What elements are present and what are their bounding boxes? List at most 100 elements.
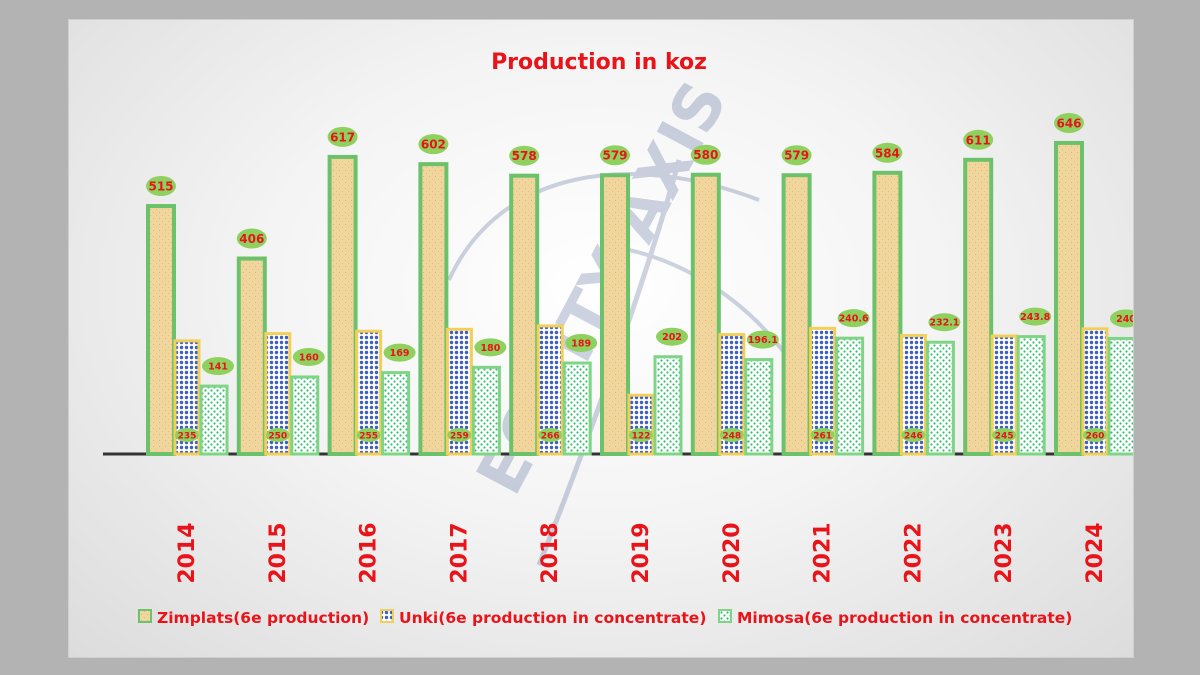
bar-mimosa-2021 [835, 336, 865, 456]
production-bar-chart: Production in koz EQUITY AXIS 515 235 141 4… [103, 50, 1133, 627]
data-label-mimosa-2014: 141 [208, 362, 228, 373]
label-bubble-unki-2015 [265, 428, 290, 442]
bar-zimplats-2014 [146, 204, 176, 456]
data-label-mimosa-2019: 202 [662, 332, 682, 343]
data-label-zimplats-2020: 580 [693, 148, 718, 162]
data-label-zimplats-2023: 611 [966, 133, 991, 147]
x-tick-label-2022: 2022 [901, 522, 926, 583]
data-label-mimosa-2021: 240.6 [839, 314, 869, 325]
x-tick-label-2023: 2023 [992, 522, 1017, 583]
bar-mimosa-2022 [925, 340, 955, 456]
x-tick-label-2018: 2018 [538, 522, 563, 583]
legend-swatch-zimplats [138, 609, 152, 623]
label-bubble-unki-2019 [629, 428, 653, 442]
legend-label-unki: Unki(6e production in concentrate) [399, 609, 706, 627]
data-label-mimosa-2017: 180 [480, 343, 500, 354]
data-label-zimplats-2021: 579 [784, 149, 809, 163]
legend-swatch-mimosa [718, 609, 732, 623]
data-label-zimplats-2018: 578 [512, 149, 537, 163]
data-label-unki-2014: 235 [178, 432, 197, 442]
data-label-mimosa-2023: 243.8 [1020, 312, 1050, 323]
data-label-unki-2018: 266 [541, 432, 560, 442]
data-label-unki-2022: 246 [904, 432, 923, 442]
label-bubble-zimplats-2014 [146, 176, 176, 197]
label-bubble-mimosa-2016 [383, 343, 416, 362]
label-bubble-mimosa-2021 [837, 309, 870, 328]
chart-card: Production in koz EQUITY AXIS 515 235 141 4… [68, 19, 1134, 658]
data-label-zimplats-2017: 602 [421, 138, 446, 152]
label-bubble-unki-2018 [538, 428, 563, 442]
label-bubble-mimosa-2023 [1019, 307, 1052, 326]
label-bubble-zimplats-2023 [963, 129, 994, 150]
label-bubble-zimplats-2022 [872, 142, 903, 163]
label-bubble-unki-2020 [719, 428, 744, 442]
watermark-logo: EQUITY AXIS [447, 70, 831, 566]
bar-mimosa-2024 [1107, 336, 1133, 456]
bar-zimplats-2016 [327, 154, 358, 457]
bar-mimosa-2017 [471, 365, 501, 456]
bar-zimplats-2023 [963, 157, 994, 456]
x-tick-label-2017: 2017 [447, 522, 472, 583]
legend-label-zimplats: Zimplats(6e production) [157, 609, 369, 627]
bar-mimosa-2014 [199, 384, 229, 456]
label-bubble-zimplats-2020 [690, 144, 721, 165]
data-label-mimosa-2022: 232.1 [929, 318, 959, 329]
legend: Zimplats(6e production) Unki(6e producti… [138, 609, 1072, 627]
label-bubble-mimosa-2018 [565, 333, 598, 352]
bar-mimosa-2023 [1016, 335, 1046, 456]
chart-title: Production in koz [491, 50, 707, 75]
data-label-zimplats-2014: 515 [148, 180, 173, 194]
bar-zimplats-2021 [781, 173, 812, 457]
data-label-mimosa-2018: 189 [571, 338, 591, 349]
data-label-unki-2021: 261 [813, 432, 832, 442]
data-label-unki-2020: 248 [722, 432, 741, 442]
label-bubble-zimplats-2018 [509, 145, 540, 166]
label-bubble-unki-2016 [356, 428, 381, 442]
bar-mimosa-2015 [290, 375, 320, 456]
data-label-mimosa-2020: 196.1 [748, 335, 778, 346]
data-label-unki-2019: 122 [632, 432, 651, 442]
label-bubble-unki-2021 [810, 428, 835, 442]
bar-unki-2019 [627, 393, 655, 456]
label-bubble-mimosa-2019 [656, 327, 688, 346]
data-label-zimplats-2015: 406 [239, 232, 264, 246]
label-bubble-zimplats-2024 [1054, 112, 1084, 133]
bar-mimosa-2019 [653, 355, 683, 456]
label-bubble-zimplats-2015 [236, 228, 267, 249]
bar-zimplats-2015 [236, 256, 267, 456]
data-label-zimplats-2022: 584 [875, 146, 900, 160]
x-tick-label-2016: 2016 [357, 522, 382, 583]
label-bubble-mimosa-2015 [292, 347, 325, 366]
bar-zimplats-2020 [690, 172, 721, 456]
bar-mimosa-2018 [562, 361, 592, 456]
bar-zimplats-2017 [418, 162, 449, 456]
label-bubble-zimplats-2017 [418, 134, 449, 155]
label-bubble-mimosa-2024 [1110, 309, 1133, 328]
data-label-mimosa-2024: 240 [1116, 314, 1133, 325]
bar-zimplats-2024 [1054, 140, 1084, 457]
data-label-zimplats-2019: 579 [602, 149, 627, 163]
label-bubble-zimplats-2021 [781, 145, 812, 166]
bar-mimosa-2016 [381, 371, 411, 456]
data-label-zimplats-2024: 646 [1056, 116, 1081, 130]
bar-mimosa-2020 [744, 358, 774, 456]
bar-zimplats-2019 [600, 173, 630, 457]
bar-zimplats-2018 [509, 173, 540, 456]
legend-label-mimosa: Mimosa(6e production in concentrate) [737, 609, 1072, 627]
x-tick-label-2020: 2020 [720, 522, 745, 583]
label-bubble-zimplats-2019 [600, 145, 630, 166]
data-label-unki-2015: 250 [268, 432, 287, 442]
x-tick-label-2021: 2021 [811, 522, 836, 583]
data-label-unki-2023: 245 [995, 432, 1014, 442]
x-tick-label-2024: 2024 [1083, 522, 1108, 583]
label-bubble-mimosa-2017 [474, 338, 507, 357]
label-bubble-unki-2024 [1083, 428, 1107, 442]
x-tick-label-2015: 2015 [266, 522, 291, 583]
data-label-unki-2017: 259 [450, 432, 469, 442]
label-bubble-unki-2014 [175, 428, 199, 442]
label-bubble-unki-2023 [992, 428, 1017, 442]
x-tick-label-2014: 2014 [175, 522, 200, 583]
label-bubble-mimosa-2022 [928, 313, 961, 332]
x-tick-label-2019: 2019 [629, 522, 654, 583]
data-label-zimplats-2016: 617 [330, 130, 355, 144]
